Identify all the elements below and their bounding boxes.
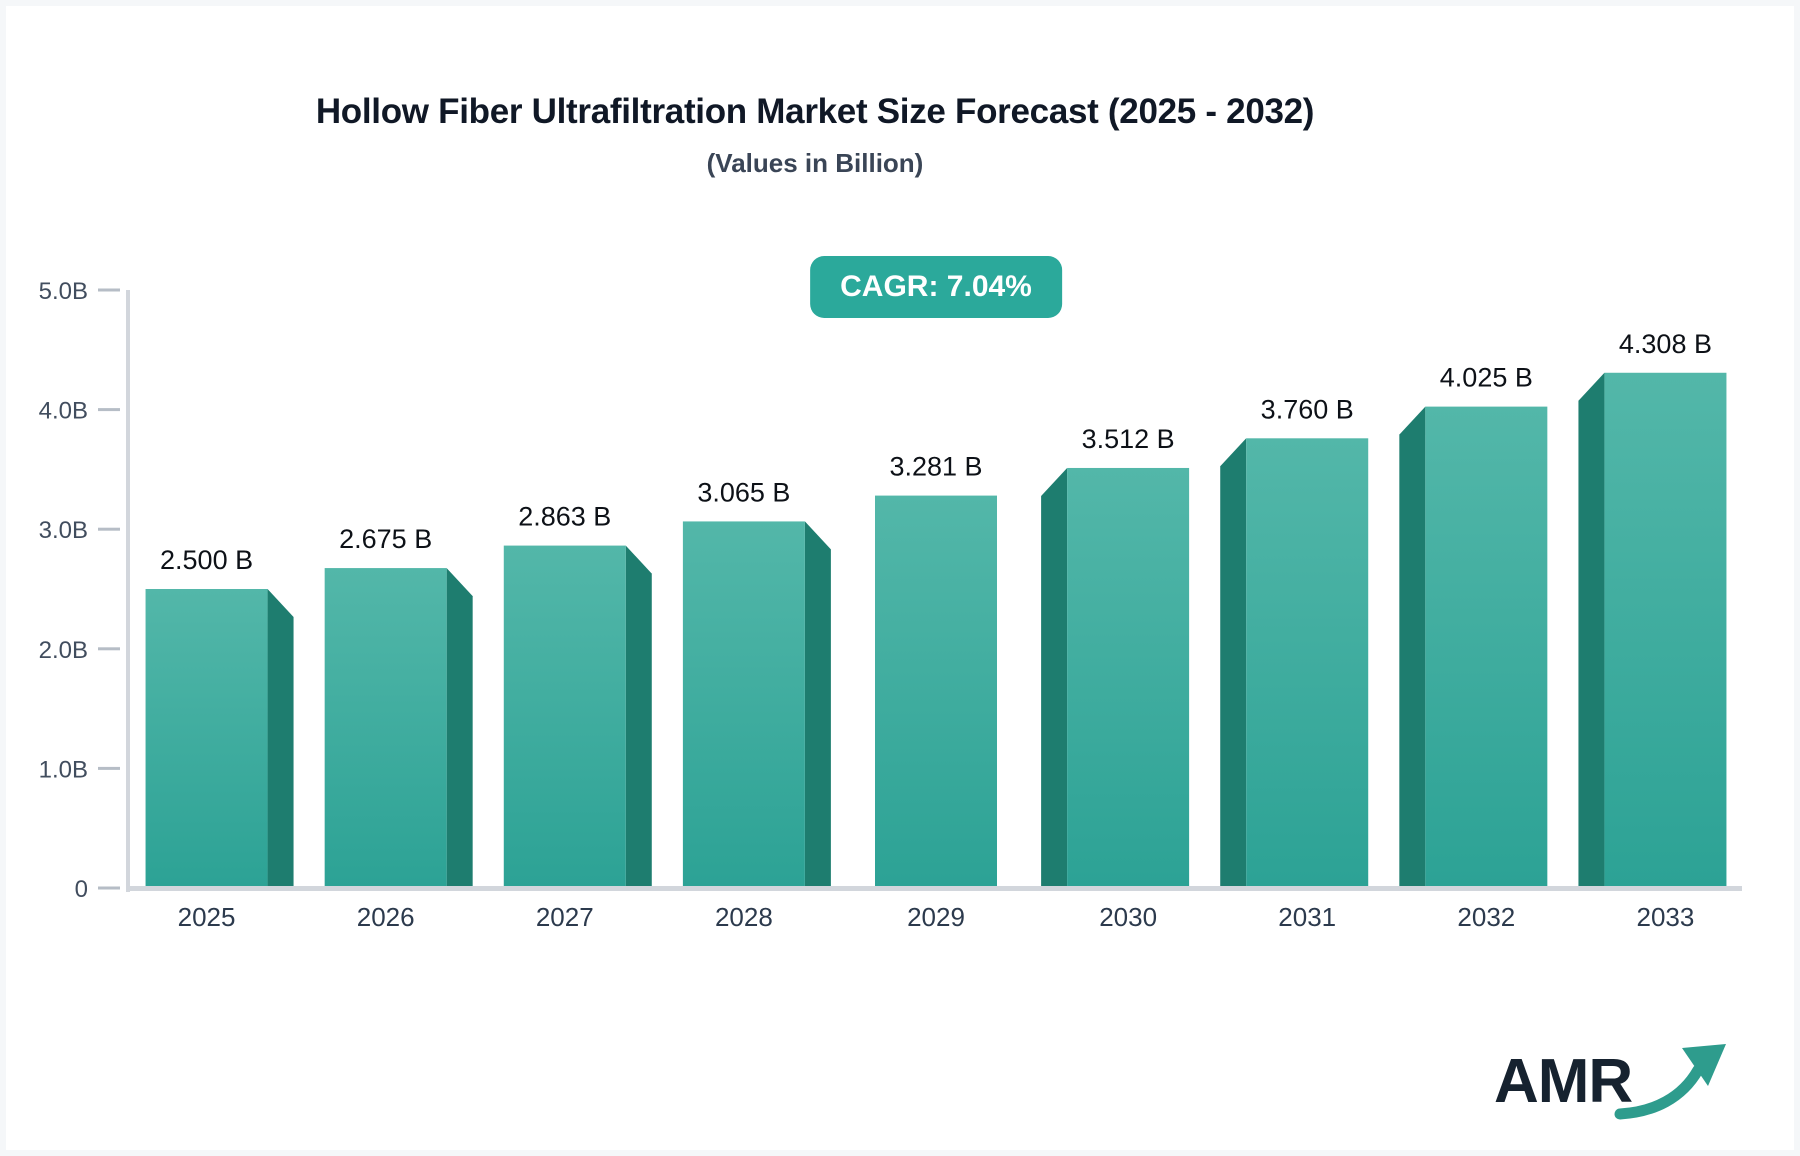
bar-2030 [1067, 467, 1190, 888]
bar-value-label: 3.281 B [889, 452, 982, 482]
bar-value-label: 4.025 B [1440, 363, 1533, 393]
bar-value-label: 2.675 B [339, 524, 432, 554]
y-axis-tick-label: 5.0B [39, 278, 88, 305]
y-axis-tick [98, 408, 120, 412]
bar-side-2030 [1041, 467, 1068, 888]
y-axis-tick [98, 766, 120, 770]
amr-logo: AMR [1494, 1044, 1726, 1120]
bar-2031 [1246, 438, 1369, 888]
x-axis-label: 2032 [1457, 902, 1515, 932]
bar-2033 [1604, 372, 1727, 889]
bar-value-label: 3.065 B [697, 477, 790, 507]
y-axis-line [126, 290, 130, 892]
y-axis-tick [98, 288, 120, 292]
amr-logo-text: AMR [1494, 1047, 1632, 1116]
bar-2025 [145, 589, 268, 888]
bar-side-2031 [1220, 438, 1247, 888]
y-axis-tick [98, 886, 120, 890]
x-axis-label: 2025 [178, 902, 236, 932]
x-axis-label: 2030 [1099, 902, 1157, 932]
y-axis-tick-label: 3.0B [39, 517, 88, 544]
growth-arrow-icon [1614, 1044, 1726, 1120]
bar-value-label: 3.512 B [1082, 424, 1175, 454]
bar-side-2025 [267, 589, 294, 888]
bar-value-label: 3.760 B [1261, 394, 1354, 424]
y-axis-tick [98, 527, 120, 531]
x-axis-label: 2028 [715, 902, 773, 932]
cagr-badge: CAGR: 7.04% [810, 256, 1062, 318]
bar-value-label: 4.308 B [1619, 329, 1712, 359]
x-axis-label: 2026 [357, 902, 415, 932]
x-axis-label: 2031 [1278, 902, 1336, 932]
plot-area: 0 1.0B 2.0B 3.0B 4.0B 5.0B 2.500 B 2025 2.675 B 2… [39, 278, 1742, 932]
bar-2028 [682, 521, 805, 888]
y-axis-tick [98, 647, 120, 651]
y-axis-tick-label: 0 [75, 876, 88, 903]
y-axis-tick-label: 1.0B [39, 756, 88, 783]
bar-side-2033 [1578, 372, 1605, 889]
bar-side-2027 [625, 545, 652, 888]
x-axis-label: 2033 [1637, 902, 1695, 932]
bar-2032 [1425, 406, 1548, 888]
x-axis-label: 2027 [536, 902, 594, 932]
bar-2026 [324, 568, 447, 888]
y-axis-tick-label: 4.0B [39, 398, 88, 425]
bar-2029 [875, 495, 997, 888]
x-axis-label: 2029 [907, 902, 965, 932]
bar-side-2028 [804, 521, 831, 888]
x-axis-line [126, 886, 1742, 891]
bar-2027 [503, 545, 626, 888]
bar-value-label: 2.500 B [160, 545, 253, 575]
y-axis-tick-label: 2.0B [39, 637, 88, 664]
bar-value-label: 2.863 B [518, 502, 611, 532]
bar-side-2032 [1399, 406, 1426, 888]
bar-side-2026 [446, 568, 473, 888]
